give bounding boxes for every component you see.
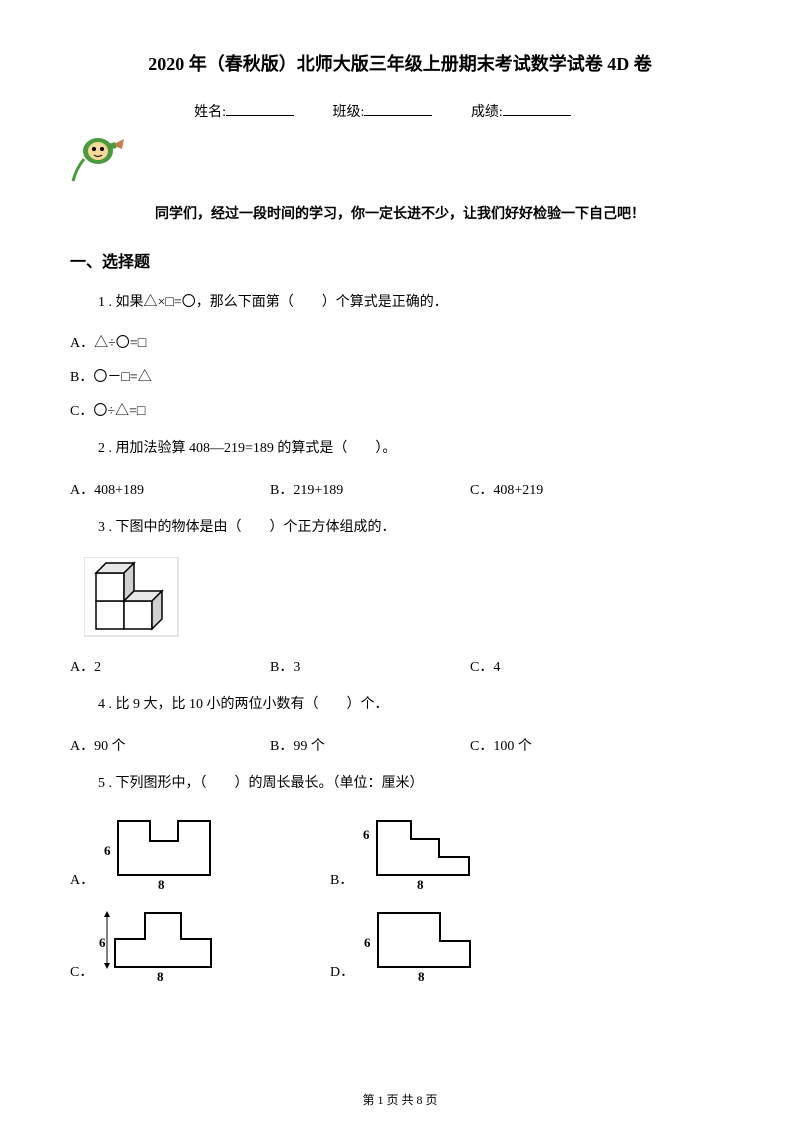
q2-options: A．408+189 B．219+189 C．408+219 <box>70 479 730 499</box>
question-2: 2 . 用加法验算 408—219=189 的算式是（ ）。 <box>70 438 730 460</box>
q3-options: A．2 B．3 C．4 <box>70 656 730 676</box>
shape-a: 6 8 <box>100 813 230 891</box>
svg-text:6: 6 <box>364 935 371 950</box>
q3-option-c: C．4 <box>470 656 670 676</box>
q2-option-c: C．408+219 <box>470 479 670 499</box>
question-4: 4 . 比 9 大，比 10 小的两位小数有（ ）个． <box>70 694 730 716</box>
q5-option-a-label: A． <box>70 869 94 889</box>
svg-text:8: 8 <box>158 877 165 891</box>
question-1: 1 . 如果△×□=〇，那么下面第（ ）个算式是正确的． <box>70 292 730 314</box>
svg-text:8: 8 <box>418 969 425 983</box>
shape-b: 6 8 <box>359 813 489 891</box>
svg-text:6: 6 <box>104 843 111 858</box>
q1-option-b: B．〇－□=△ <box>70 366 730 386</box>
cube-figure <box>84 557 730 642</box>
q1-option-a: A．△÷〇=□ <box>70 332 730 352</box>
q5-option-c-label: C． <box>70 961 93 981</box>
svg-text:6: 6 <box>99 935 106 950</box>
page-footer: 第 1 页 共 8 页 <box>0 1091 800 1108</box>
q5-option-a-cell: A． 6 8 <box>70 813 330 891</box>
q1-option-c: C．〇÷△=□ <box>70 400 730 420</box>
q3-option-a: A．2 <box>70 656 270 676</box>
q5-option-c-cell: C． 6 8 <box>70 905 330 983</box>
q5-option-d-label: D． <box>330 961 354 981</box>
score-label: 成绩: <box>471 105 503 120</box>
name-blank[interactable] <box>226 115 294 116</box>
q2-option-b: B．219+189 <box>270 479 470 499</box>
q2-option-a: A．408+189 <box>70 479 270 499</box>
q5-option-d-cell: D． 6 8 <box>330 905 590 983</box>
question-5: 5 . 下列图形中，（ ）的周长最长。（单位：厘米） <box>70 773 730 795</box>
intro-text: 同学们，经过一段时间的学习，你一定长进不少，让我们好好检验一下自己吧！ <box>70 203 730 223</box>
q4-option-a: A．90 个 <box>70 735 270 755</box>
section-1-heading: 一、选择题 <box>70 248 730 272</box>
q5-row-1: A． 6 8 B． 6 8 <box>70 813 730 891</box>
svg-text:8: 8 <box>157 969 164 983</box>
shape-d: 6 8 <box>360 905 490 983</box>
svg-text:6: 6 <box>363 827 370 842</box>
svg-text:8: 8 <box>417 877 424 891</box>
mascot-icon <box>70 131 730 191</box>
q4-options: A．90 个 B．99 个 C．100 个 <box>70 735 730 755</box>
student-info-line: 姓名: 班级: 成绩: <box>70 101 730 121</box>
name-label: 姓名: <box>194 105 226 120</box>
shape-c: 6 8 <box>99 905 229 983</box>
class-blank[interactable] <box>364 115 432 116</box>
q5-row-2: C． 6 8 D． 6 8 <box>70 905 730 983</box>
q5-option-b-label: B． <box>330 869 353 889</box>
question-3: 3 . 下图中的物体是由（ ）个正方体组成的． <box>70 517 730 539</box>
q3-option-b: B．3 <box>270 656 470 676</box>
exam-title: 2020 年（春秋版）北师大版三年级上册期末考试数学试卷 4D 卷 <box>70 50 730 76</box>
score-blank[interactable] <box>503 115 571 116</box>
q4-option-c: C．100 个 <box>470 735 670 755</box>
q4-option-b: B．99 个 <box>270 735 470 755</box>
q5-option-b-cell: B． 6 8 <box>330 813 590 891</box>
q1-options: A．△÷〇=□ B．〇－□=△ C．〇÷△=□ <box>70 332 730 420</box>
class-label: 班级: <box>333 105 365 120</box>
